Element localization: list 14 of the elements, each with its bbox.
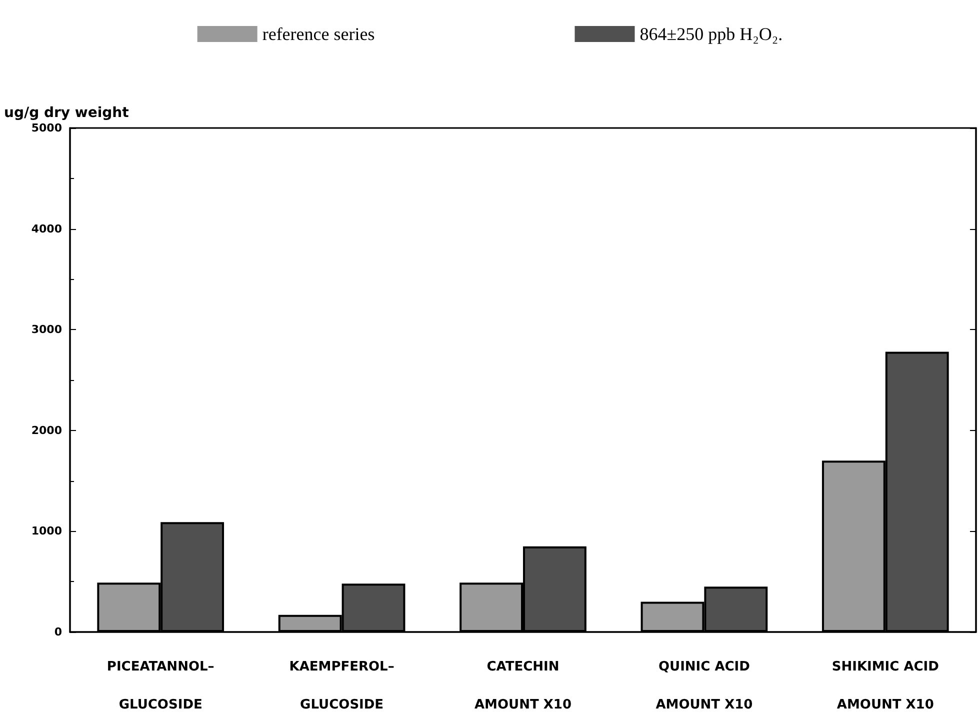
y-tick-label: 5000 [31, 122, 62, 134]
legend-label: 864±250 ppb H₂O₂. [640, 24, 783, 44]
y-tick-label: 0 [54, 626, 62, 638]
y-tick-label: 1000 [31, 524, 62, 538]
y-tick-label: 3000 [31, 323, 62, 336]
category-label: CATECHIN AMOUNT X10 [474, 660, 572, 712]
y-tick-label: 2000 [31, 424, 62, 437]
category-label: SHIKIMIC ACID AMOUNT X10 [832, 660, 939, 712]
y-axis-title: ug/g dry weight [4, 105, 130, 121]
legend-label: reference series [262, 24, 375, 44]
category-label: QUINIC ACID AMOUNT X10 [656, 660, 753, 712]
category-label: PICEATANNOL– GLUCOSIDE [106, 660, 214, 712]
category-label: KAEMPFEROL– GLUCOSIDE [289, 660, 394, 712]
y-tick-label: 4000 [31, 222, 62, 236]
